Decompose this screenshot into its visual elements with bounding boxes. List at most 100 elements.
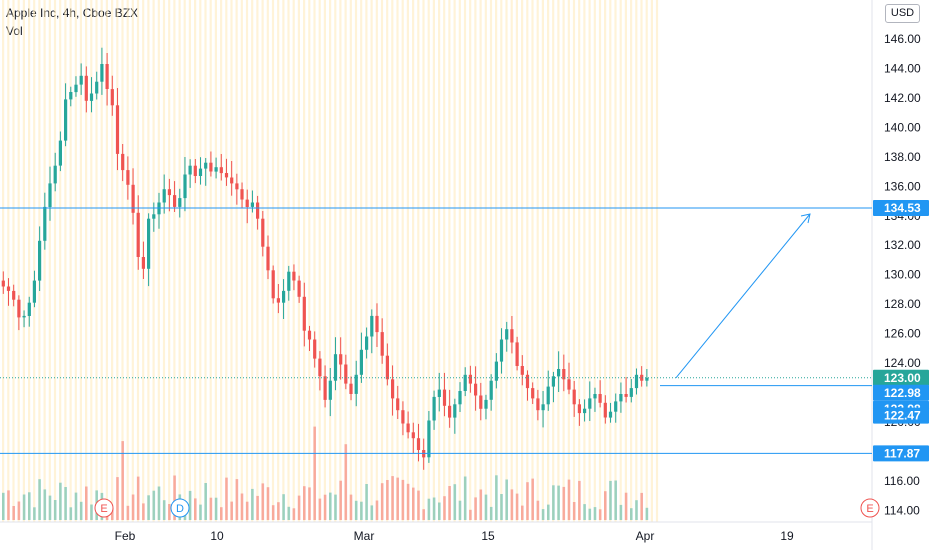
volume-bar [199,504,202,520]
volume-bar [64,487,67,520]
session-stripe [453,0,456,522]
candle [84,66,88,113]
candle-body [271,270,275,299]
session-stripe [412,0,415,522]
candle [468,365,472,393]
session-stripe [157,0,160,522]
candle-body [131,184,135,213]
session-stripe [318,0,321,522]
volume-bar [427,498,431,520]
session-stripe [105,0,108,522]
session-stripe [354,0,358,522]
session-stripe [303,0,306,522]
candle-body [505,329,509,340]
candle-body [69,92,73,100]
session-stripe [417,0,420,522]
candle-body [546,386,550,405]
price-tick-label: 142.00 [884,91,921,105]
session-stripe [126,0,129,522]
candle [494,353,498,389]
candle [339,337,343,380]
candle-body [17,299,21,318]
candle [219,154,223,181]
volume-bar [562,486,566,520]
candle [224,158,229,186]
session-stripe [614,0,617,522]
candle [401,401,405,436]
session-stripe [209,0,212,522]
candle [474,366,478,411]
volume-bar [422,509,425,520]
candle [567,362,571,395]
candle [12,284,16,307]
price-label: 122.98 [873,384,929,401]
candle-body [474,383,478,396]
candle [152,202,156,232]
session-stripe [329,0,332,522]
volume-bar [453,484,457,520]
volume-bar [635,500,638,520]
candle [354,360,358,407]
session-stripe [609,0,612,522]
session-stripe [396,0,399,522]
volume-bar [59,482,62,520]
volume-bar [43,489,47,520]
candle-body [53,165,57,184]
candle [193,159,197,184]
candle [53,152,57,192]
session-stripe [547,0,550,522]
event-marker-circle [860,498,880,518]
candle [432,390,436,430]
candle-body [458,391,462,405]
candle-body [484,399,488,409]
price-tick-label: 114.00 [884,503,920,517]
volume-bar [136,476,140,520]
session-stripe [427,0,430,522]
candle-body [219,167,223,174]
candle-body [209,162,213,172]
volume-bar [443,496,446,520]
session-stripe [495,0,498,522]
session-stripe [64,0,67,522]
candle [634,368,639,395]
session-stripe [619,0,622,522]
candle-body [437,389,441,397]
time-tick-label: 10 [210,529,224,543]
candle-body [603,402,607,418]
candle [297,275,301,303]
volume-bar [251,488,254,520]
candle-body [147,218,151,269]
candle-body [318,358,322,377]
volume-bar [412,487,415,520]
candle-body [307,330,312,340]
volume-bar [152,490,156,520]
volume-bar [515,493,519,520]
session-stripe [287,0,290,522]
candle-body [224,173,229,178]
session-stripe [650,0,653,522]
candle-body [22,315,26,318]
volume-bar [12,506,15,520]
session-stripe [578,0,581,522]
candle-body [282,290,286,303]
candle [307,325,312,351]
candle [359,332,363,383]
price-label-bg [873,369,929,386]
session-stripe [121,0,124,522]
candle-body [136,212,140,257]
session-stripe [489,0,493,522]
currency-button[interactable]: USD [885,4,920,23]
candle-body [152,214,156,219]
candle-body [583,408,587,414]
session-stripe [69,0,72,522]
volume-bar [630,508,633,520]
volume-bar [245,501,249,520]
candle-body [178,198,182,207]
price-label-text: 134.53 [884,201,921,215]
event-marker-circle [94,498,114,518]
volume-bar [209,497,213,520]
volume-bar [396,477,399,520]
price-label-bg [873,445,929,462]
volume-bar [547,504,550,520]
